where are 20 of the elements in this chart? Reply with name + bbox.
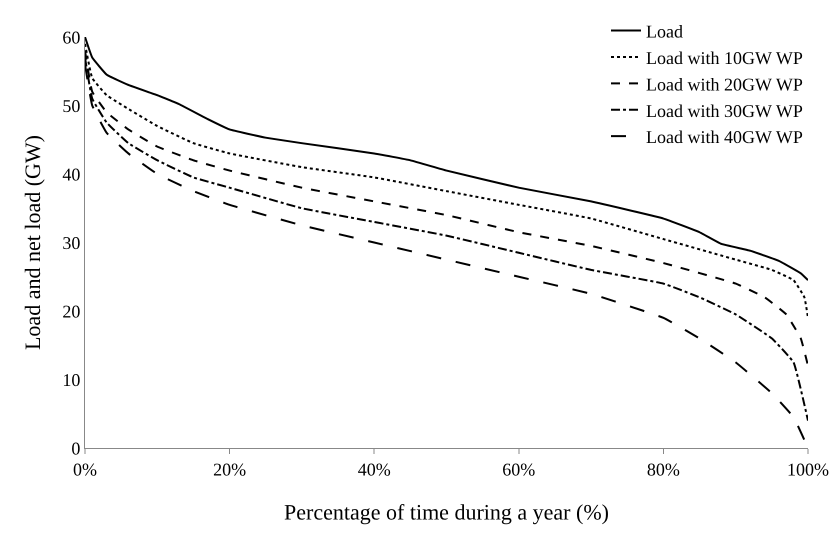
x-tick-label: 40%	[358, 460, 391, 480]
x-tick-label: 80%	[646, 460, 680, 480]
x-tick-label: 60%	[502, 460, 536, 480]
legend-label: Load with 20GW WP	[646, 74, 803, 94]
y-tick-label: 40	[62, 164, 80, 184]
y-tick-label: 60	[62, 27, 80, 48]
x-tick-label: 20%	[213, 460, 246, 480]
x-tick-label: 100%	[787, 460, 829, 480]
y-tick-label: 50	[62, 96, 80, 116]
legend-label: Load with 30GW WP	[646, 100, 803, 121]
legend-label: Load	[646, 22, 683, 42]
legend-label: Load with 10GW WP	[646, 48, 803, 68]
x-tick-label: 0%	[73, 460, 97, 480]
x-axis-title: Percentage of time during a year (%)	[284, 500, 609, 524]
y-tick-label: 0	[71, 438, 80, 458]
legend-label: Load with 40GW WP	[646, 127, 803, 148]
y-axis-title: Load and net load (GW)	[20, 134, 46, 350]
y-tick-label: 10	[62, 370, 80, 390]
y-tick-label: 20	[62, 301, 80, 322]
y-tick-label: 30	[62, 232, 80, 253]
